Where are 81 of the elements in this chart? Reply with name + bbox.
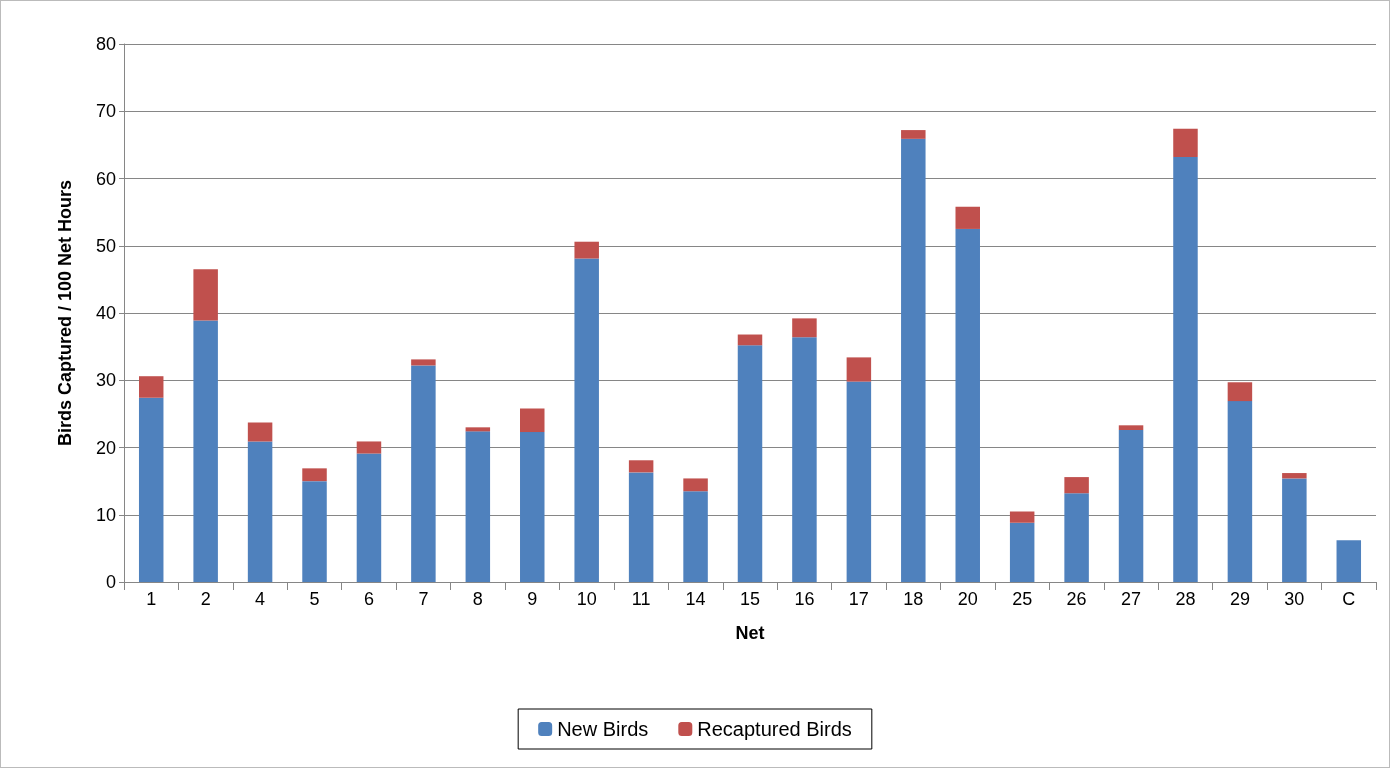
bar: [1009, 511, 1035, 523]
bar: [247, 422, 273, 442]
bar: [302, 468, 327, 482]
x-tick-label: 6: [363, 589, 374, 609]
x-tick-label: 11: [631, 589, 651, 609]
y-tick-label: 50: [95, 235, 116, 256]
bar: [737, 345, 763, 582]
bar: [138, 397, 164, 582]
bar: [1009, 522, 1035, 582]
bar: [465, 431, 491, 582]
bar: [846, 381, 872, 582]
bar: [955, 228, 980, 582]
bar: [1118, 425, 1144, 431]
bar: [737, 334, 763, 346]
bar: [628, 460, 654, 473]
x-tick-label: 4: [255, 589, 266, 609]
y-tick-label: 10: [95, 504, 116, 525]
legend-label: New Birds: [557, 718, 649, 740]
bar: [792, 318, 817, 338]
bar: [520, 408, 545, 433]
bar: [683, 491, 708, 582]
bar: [247, 441, 273, 582]
bar: [955, 206, 980, 229]
y-tick-label: 0: [105, 572, 116, 592]
bar: [356, 441, 382, 454]
y-tick-label: 30: [95, 370, 116, 391]
legend-label: Recaptured Birds: [697, 718, 852, 740]
x-tick-label: 9: [527, 589, 538, 609]
x-tick-label: 25: [1012, 589, 1033, 609]
x-tick-label: 30: [1284, 589, 1305, 609]
bar: [1173, 156, 1198, 582]
bar: [901, 130, 926, 139]
y-tick-label: 80: [95, 34, 116, 54]
bar: [574, 241, 599, 259]
bar: [411, 365, 436, 582]
x-tick-label: 18: [903, 589, 924, 609]
x-tick-label: 14: [685, 589, 706, 609]
bar: [411, 359, 436, 366]
y-tick-label: 40: [95, 303, 116, 323]
bar: [138, 376, 164, 398]
x-axis-title: Net: [735, 623, 765, 643]
bar: [1118, 430, 1144, 582]
bar: [683, 478, 708, 492]
bar: [465, 427, 491, 432]
bar: [193, 320, 218, 582]
x-tick-label: 1: [146, 589, 157, 609]
bar: [302, 481, 327, 582]
x-tick-label: C: [1342, 589, 1356, 609]
x-tick-label: 10: [576, 589, 597, 609]
x-tick-label: 15: [739, 589, 761, 609]
x-tick-label: 27: [1121, 589, 1142, 609]
x-tick-label: 7: [418, 589, 429, 609]
y-tick-label: 20: [95, 437, 116, 458]
bar: [193, 269, 218, 321]
x-tick-label: 8: [472, 589, 483, 609]
x-tick-label: 16: [794, 589, 815, 609]
x-tick-label: 17: [848, 589, 869, 609]
x-tick-label: 26: [1066, 589, 1087, 609]
bar: [901, 138, 926, 582]
bar: [1282, 478, 1307, 582]
bar: [792, 337, 817, 582]
bar: [1064, 493, 1089, 582]
bar: [1064, 477, 1089, 494]
bar: [574, 258, 599, 582]
bar: [1282, 473, 1307, 479]
x-tick-label: 2: [200, 589, 211, 609]
bar: [1227, 382, 1253, 402]
x-tick-label: 20: [957, 589, 978, 609]
bar: [628, 472, 654, 582]
bar: [1227, 401, 1253, 582]
bar: [846, 357, 872, 382]
bar: [356, 453, 382, 582]
x-tick-label: 28: [1175, 589, 1196, 609]
y-tick-label: 60: [95, 168, 116, 189]
y-tick-label: 70: [95, 101, 116, 122]
x-tick-label: 29: [1229, 589, 1250, 609]
bar: [1173, 128, 1198, 157]
x-tick-label: 5: [309, 589, 320, 609]
bar: [520, 432, 545, 582]
y-axis-title: Birds Captured / 100 Net Hours: [55, 179, 75, 447]
bar: [1336, 540, 1362, 582]
